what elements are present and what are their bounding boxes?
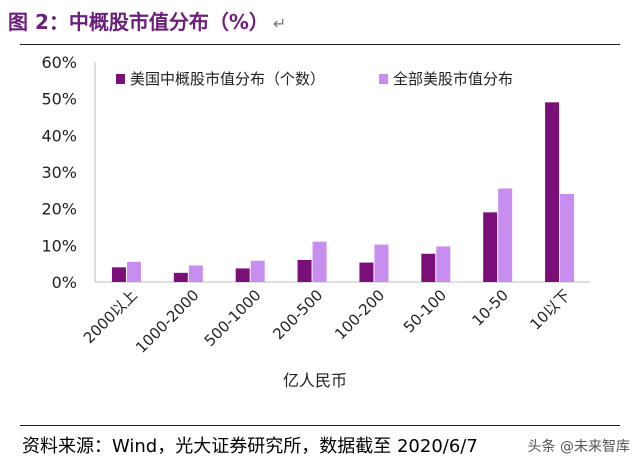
x-axis-label: 亿人民币 <box>283 371 347 390</box>
chart-bars <box>111 102 575 282</box>
y-tick-label: 10% <box>41 236 77 255</box>
legend-label: 全部美股市值分布 <box>393 70 513 88</box>
x-tick-label: 50-100 <box>400 286 450 336</box>
bar-all-us-500-1000 <box>250 260 265 282</box>
chart-axes <box>94 62 590 283</box>
bar-all-us-50-100 <box>436 246 451 282</box>
legend-swatch <box>379 74 388 84</box>
bar-all-us-10-50 <box>498 188 513 282</box>
bar-chart: 0% 10% 20% 30% 40% 50% 60% 2000以上1000-2000500-1… <box>41 53 590 390</box>
legend-label: 美国中概股市值分布（个数） <box>130 70 325 88</box>
y-tick-label: 30% <box>41 163 77 182</box>
watermark: 头条 @未来智库 <box>527 439 630 455</box>
x-tick-label: 1000-2000 <box>132 286 203 357</box>
x-tick-label: 500-1000 <box>201 286 265 350</box>
bar-all-us-200-500 <box>312 241 327 282</box>
bar-all-us-10以下 <box>560 194 575 282</box>
x-tick-label: 10-50 <box>468 286 512 330</box>
bar-china-concept-50-100 <box>421 253 436 282</box>
source-note: 资料来源：Wind，光大证券研究所，数据截至 2020/6/7 <box>22 436 478 457</box>
chart-legend: 美国中概股市值分布（个数） 全部美股市值分布 <box>116 70 513 88</box>
x-tick-label: 10以下 <box>526 286 573 333</box>
title-divider <box>20 44 620 45</box>
bar-all-us-1000-2000 <box>188 265 203 282</box>
source-divider <box>20 425 620 426</box>
y-tick-label: 0% <box>52 273 77 292</box>
bar-all-us-2000以上 <box>126 261 141 282</box>
bar-china-concept-2000以上 <box>111 267 126 282</box>
x-tick-label: 200-500 <box>269 286 326 343</box>
y-tick-label: 50% <box>41 90 77 109</box>
bar-china-concept-10-50 <box>483 212 498 282</box>
figure-title-text: 图 2：中概股市值分布（%） <box>8 10 269 34</box>
y-tick-label: 40% <box>41 126 77 145</box>
y-tick-label: 60% <box>41 53 77 72</box>
bar-china-concept-200-500 <box>297 260 312 282</box>
bar-china-concept-1000-2000 <box>173 272 188 282</box>
legend-swatch <box>116 74 125 84</box>
return-mark-icon: ↵ <box>272 14 287 33</box>
figure-title: 图 2：中概股市值分布（%） ↵ <box>8 6 286 35</box>
bar-china-concept-100-200 <box>359 262 374 282</box>
bar-china-concept-10以下 <box>545 102 560 282</box>
bar-all-us-100-200 <box>374 244 389 282</box>
x-tick-label: 2000以上 <box>80 286 141 347</box>
x-tick-label: 100-200 <box>331 286 388 343</box>
bar-china-concept-500-1000 <box>235 268 250 282</box>
y-tick-label: 20% <box>41 200 77 219</box>
chart-ticks: 0% 10% 20% 30% 40% 50% 60% 2000以上1000-2000500-1… <box>41 53 573 357</box>
